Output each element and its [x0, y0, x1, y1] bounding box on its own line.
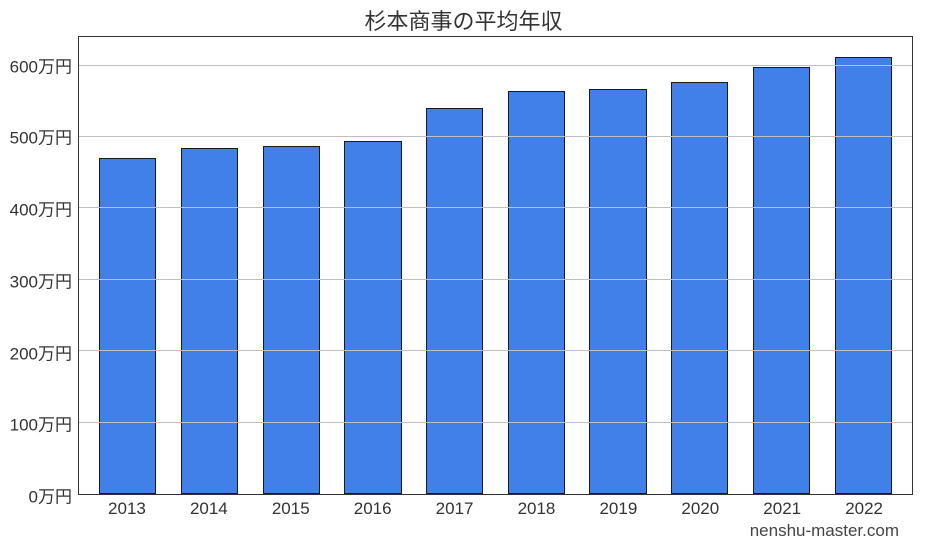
y-tick-label: 500万円 [10, 124, 72, 149]
grid-line [79, 279, 912, 280]
bar-slot [414, 37, 496, 494]
x-tick-label: 2014 [168, 495, 250, 523]
bar [508, 91, 565, 494]
chart-body: 0万円100万円200万円300万円400万円500万円600万円 201320… [0, 36, 927, 531]
x-tick-label: 2021 [741, 495, 823, 523]
chart-container: 杉本商事の平均年収 0万円 100万円 200万円 300万円 400万円 500万円 60… [0, 0, 927, 555]
x-axis: 2013201420152016201720182019202020212022 [78, 495, 913, 523]
bar [589, 89, 646, 494]
y-axis: 0万円 100万円 200万円 300万円 400万円 500万円 600万円 [0, 36, 78, 523]
grid-line [79, 136, 912, 137]
y-tick-label: 100万円 [10, 411, 72, 436]
x-tick-label: 2017 [414, 495, 496, 523]
y-tick-label: 400万円 [10, 196, 72, 221]
x-tick-label: 2020 [659, 495, 741, 523]
y-tick-label: 300万円 [10, 267, 72, 292]
chart-title: 杉本商事の平均年収 [0, 0, 927, 36]
x-tick-label: 2015 [250, 495, 332, 523]
bars-wrap [79, 37, 912, 494]
bar [426, 108, 483, 494]
bar-slot [577, 37, 659, 494]
x-tick-label: 2019 [577, 495, 659, 523]
plot-frame: 2013201420152016201720182019202020212022… [78, 36, 913, 523]
bar-slot [741, 37, 823, 494]
bar [671, 82, 728, 494]
grid-line [79, 65, 912, 66]
bar-slot [496, 37, 578, 494]
grid-line [79, 422, 912, 423]
y-tick-label: 600万円 [10, 52, 72, 77]
x-tick-label: 2016 [332, 495, 414, 523]
bar [263, 146, 320, 494]
bar [835, 57, 892, 494]
bar [753, 67, 810, 494]
bar-slot [332, 37, 414, 494]
x-tick-label: 2022 [823, 495, 905, 523]
bar-slot [87, 37, 169, 494]
bar-slot [822, 37, 904, 494]
watermark-text: nenshu-master.com [750, 521, 899, 541]
plot-area [78, 36, 913, 495]
bar [181, 148, 238, 494]
bar-slot [169, 37, 251, 494]
bar-slot [659, 37, 741, 494]
x-tick-label: 2013 [86, 495, 168, 523]
bar-slot [250, 37, 332, 494]
y-tick-label: 0万円 [29, 483, 72, 508]
bar [99, 158, 156, 494]
y-tick-label: 200万円 [10, 339, 72, 364]
x-tick-label: 2018 [496, 495, 578, 523]
bar [344, 141, 401, 494]
grid-line [79, 350, 912, 351]
grid-line [79, 207, 912, 208]
